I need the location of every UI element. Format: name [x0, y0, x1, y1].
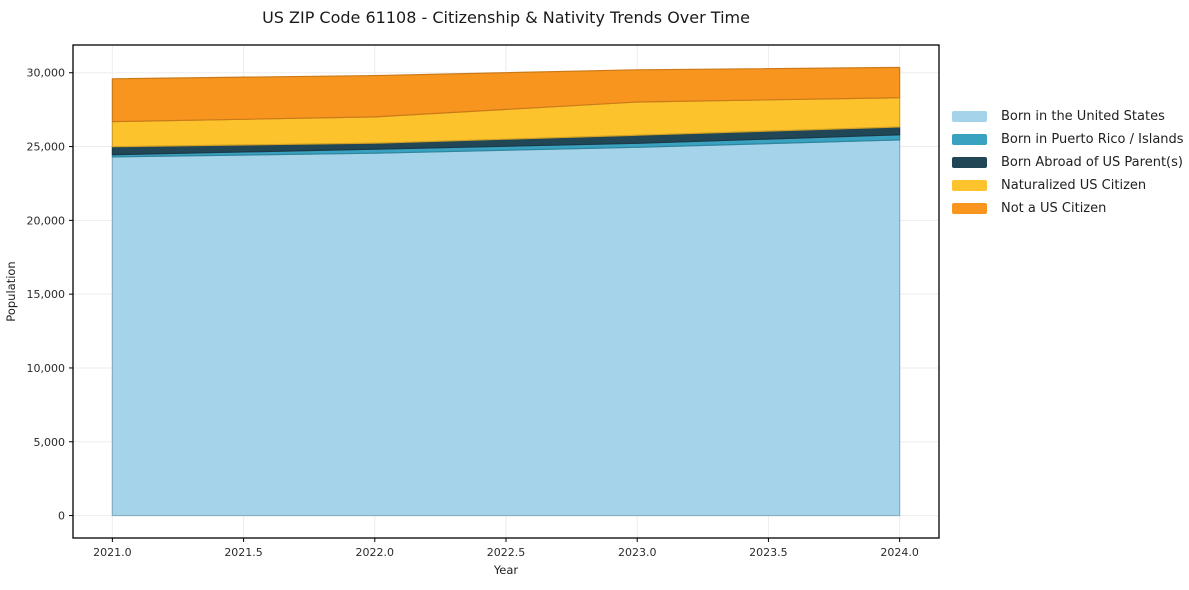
x-axis-label: Year — [493, 563, 519, 577]
x-tick-label: 2024.0 — [880, 546, 919, 559]
y-tick-label: 5,000 — [34, 436, 66, 449]
y-tick-label: 10,000 — [27, 362, 66, 375]
area-born-in-the-united-states — [111, 139, 901, 517]
y-tick-label: 30,000 — [27, 67, 66, 80]
legend-swatch-born-abroad-icon — [952, 157, 987, 168]
legend-item-not-a-citizen: Not a US Citizen — [952, 197, 1184, 220]
legend-label: Born in the United States — [1001, 109, 1165, 124]
legend-swatch-not-a-citizen-icon — [952, 203, 987, 214]
legend-item-born-in-puerto-rico: Born in Puerto Rico / Islands — [952, 128, 1184, 151]
legend-label: Born in Puerto Rico / Islands — [1001, 132, 1184, 147]
y-axis-label: Population — [4, 261, 18, 321]
legend-item-naturalized: Naturalized US Citizen — [952, 174, 1184, 197]
legend: Born in the United States Born in Puerto… — [952, 105, 1184, 220]
legend-swatch-born-in-us-icon — [952, 111, 987, 122]
area-not-a-us-citizen — [111, 66, 901, 123]
x-tick-label: 2023.0 — [618, 546, 657, 559]
y-tick-label: 25,000 — [27, 141, 66, 154]
y-tick-label: 0 — [58, 510, 65, 523]
legend-swatch-born-in-puerto-rico-icon — [952, 134, 987, 145]
x-tick-label: 2023.5 — [749, 546, 788, 559]
legend-label: Not a US Citizen — [1001, 201, 1107, 216]
x-tick-label: 2022.5 — [487, 546, 526, 559]
legend-label: Naturalized US Citizen — [1001, 178, 1147, 193]
legend-item-born-in-us: Born in the United States — [952, 105, 1184, 128]
x-tick-label: 2021.0 — [93, 546, 132, 559]
x-tick-label: 2022.0 — [356, 546, 395, 559]
legend-swatch-naturalized-icon — [952, 180, 987, 191]
chart-title: US ZIP Code 61108 - Citizenship & Nativi… — [262, 8, 750, 27]
legend-item-born-abroad: Born Abroad of US Parent(s) — [952, 151, 1184, 174]
y-tick-label: 20,000 — [27, 214, 66, 227]
x-tick-label: 2021.5 — [224, 546, 263, 559]
legend-label: Born Abroad of US Parent(s) — [1001, 155, 1183, 170]
y-tick-label: 15,000 — [27, 288, 66, 301]
